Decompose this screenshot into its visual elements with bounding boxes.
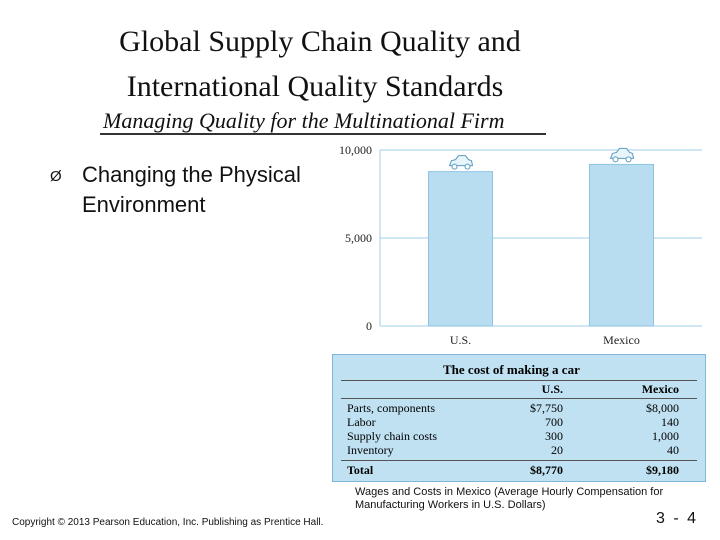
y-tick-label: 5,000 xyxy=(345,231,372,245)
slide-title-line-2: International Quality Standards xyxy=(126,70,504,103)
copyright-notice: Copyright © 2013 Pearson Education, Inc.… xyxy=(12,517,324,528)
car-icon xyxy=(448,155,474,170)
table-rule-header xyxy=(341,398,697,399)
table-header-mexico: Mexico xyxy=(641,382,679,396)
table-row-label: Labor xyxy=(347,415,376,429)
table-cell-us: 700 xyxy=(545,415,563,429)
table-rule-total xyxy=(341,460,697,461)
table-cell-mexico: 140 xyxy=(661,415,679,429)
y-tick-label: 10,000 xyxy=(339,144,372,157)
bar-chart-svg: 0 5,000 10,000 U.S. Mexico xyxy=(339,144,702,347)
car-icon xyxy=(609,147,635,163)
table-total-us: $8,770 xyxy=(530,463,563,477)
table-row-label: Supply chain costs xyxy=(347,429,437,443)
arrow-bullet-icon: Ø xyxy=(50,168,62,185)
table-rule-top xyxy=(341,380,697,381)
bar xyxy=(589,163,654,327)
table-total-mexico: $9,180 xyxy=(646,463,679,477)
slide-subtitle: Managing Quality for the Multinational F… xyxy=(103,108,505,133)
table-row-label: Inventory xyxy=(347,443,394,457)
table-header-us: U.S. xyxy=(541,382,563,396)
table-row-label: Parts, components xyxy=(347,401,435,415)
x-category-label: U.S. xyxy=(450,333,471,347)
cost-bar-chart: 0 5,000 10,000 U.S. Mexico xyxy=(330,144,706,352)
figure-caption: Wages and Costs in Mexico (Average Hourl… xyxy=(355,486,664,511)
bullet-text: Changing the Physical Environment xyxy=(82,162,301,217)
bullet-item: Ø Changing the Physical Environment xyxy=(50,160,340,220)
x-category-label: Mexico xyxy=(603,333,640,347)
table-total-label: Total xyxy=(347,463,374,477)
title-divider xyxy=(100,133,546,135)
bar xyxy=(428,171,493,327)
table-cell-us: $7,750 xyxy=(530,401,563,415)
table-cell-us: 20 xyxy=(551,443,563,457)
table-cell-mexico: 40 xyxy=(667,443,679,457)
table-cell-mexico: $8,000 xyxy=(646,401,679,415)
table-cell-mexico: 1,000 xyxy=(652,429,679,443)
table-cell-us: 300 xyxy=(545,429,563,443)
y-tick-label: 0 xyxy=(366,319,372,333)
table-title: The cost of making a car xyxy=(443,362,580,377)
page-number: 3 - 4 xyxy=(656,510,699,527)
cost-table: The cost of making a car U.S. Mexico Par… xyxy=(332,354,706,482)
slide-title-line-1: Global Supply Chain Quality and xyxy=(119,25,521,58)
